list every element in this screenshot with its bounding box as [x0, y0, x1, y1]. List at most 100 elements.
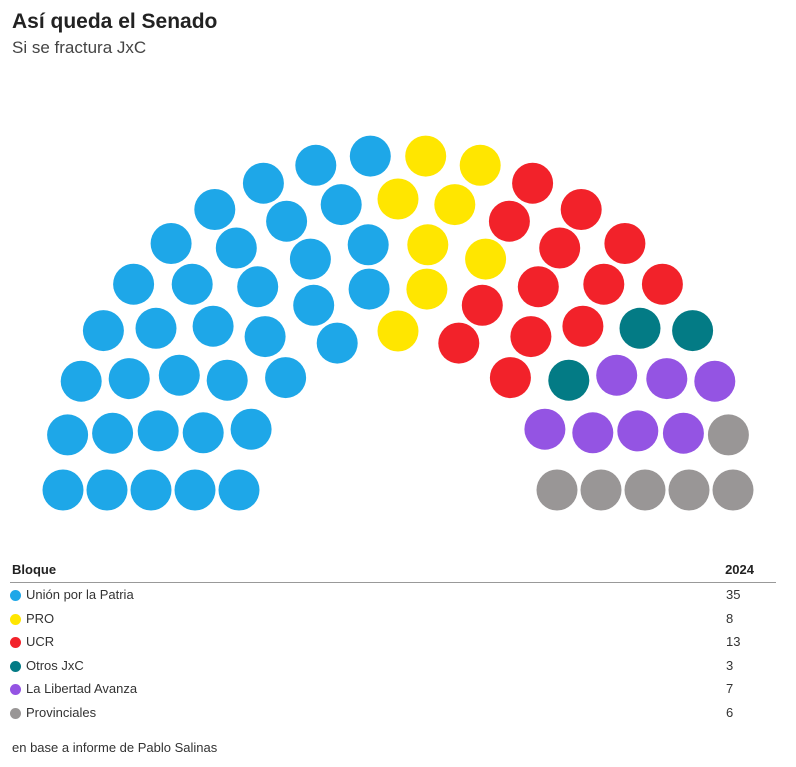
seat-ucr	[560, 189, 602, 230]
seat-pro	[405, 135, 447, 177]
seat-ucr	[438, 322, 480, 364]
legend-label: Provinciales	[26, 704, 97, 720]
legend-row: La Libertad Avanza 7	[10, 677, 776, 701]
seat-union-por-la-patria	[174, 469, 216, 511]
seat-ucr	[641, 263, 683, 305]
seat-pro	[465, 238, 507, 280]
seat-la-libertad-avanza	[694, 360, 736, 402]
seat-union-por-la-patria	[137, 410, 179, 452]
seat-provinciales	[712, 469, 754, 511]
seat-ucr	[512, 162, 554, 204]
seat-provinciales	[624, 469, 666, 511]
seat-ucr	[583, 263, 625, 305]
legend-label: La Libertad Avanza	[26, 681, 138, 696]
column-header-year: 2024	[725, 562, 754, 577]
legend-swatch	[10, 637, 21, 648]
legend-value: 3	[726, 657, 734, 673]
legend-label: Unión por la Patria	[26, 587, 134, 602]
seat-pro	[406, 268, 448, 310]
seat-provinciales	[707, 414, 749, 456]
chart-subtitle: Si se fractura JxC	[12, 38, 147, 57]
seat-ucr	[488, 200, 530, 242]
seat-provinciales	[668, 469, 710, 511]
seat-union-por-la-patria	[194, 189, 236, 230]
seat-union-por-la-patria	[130, 469, 172, 511]
legend-row: PRO 8	[10, 607, 776, 631]
seat-otros-jxc	[619, 307, 661, 349]
seat-union-por-la-patria	[230, 408, 272, 450]
chart-title: Así queda el Senado	[12, 10, 218, 33]
seat-pro	[459, 144, 501, 186]
seat-union-por-la-patria	[237, 266, 279, 308]
legend-row: Otros JxC 3	[10, 654, 776, 678]
seat-ucr	[461, 284, 503, 326]
column-header-bloque: Bloque	[12, 562, 57, 577]
seat-otros-jxc	[548, 359, 590, 401]
seat-union-por-la-patria	[218, 469, 260, 511]
seat-provinciales	[580, 469, 622, 511]
seat-union-por-la-patria	[349, 135, 391, 177]
seat-ucr	[604, 223, 646, 264]
seat-union-por-la-patria	[289, 238, 331, 280]
legend-swatch	[10, 684, 21, 695]
seat-union-por-la-patria	[320, 184, 362, 226]
seat-union-por-la-patria	[348, 268, 390, 310]
seat-ucr	[510, 316, 552, 358]
legend-swatch	[10, 613, 21, 625]
legend-value: 13	[726, 634, 741, 649]
legend-value: 7	[726, 681, 734, 696]
legend-value: 8	[726, 610, 734, 626]
seat-union-por-la-patria	[295, 144, 337, 186]
legend-label: Otros JxC	[26, 657, 84, 673]
seat-union-por-la-patria	[42, 469, 84, 511]
seat-la-libertad-avanza	[646, 358, 688, 400]
seat-union-por-la-patria	[265, 357, 307, 399]
seat-union-por-la-patria	[266, 200, 308, 242]
seat-otros-jxc	[672, 310, 714, 352]
legend-value: 35	[726, 587, 741, 602]
seat-ucr	[539, 227, 581, 269]
seat-la-libertad-avanza	[596, 354, 638, 396]
seat-union-por-la-patria	[182, 412, 224, 454]
legend-table-header: Bloque 2024	[10, 562, 776, 583]
seat-union-por-la-patria	[316, 322, 358, 364]
seat-union-por-la-patria	[293, 284, 335, 326]
seat-union-por-la-patria	[347, 224, 389, 266]
seat-union-por-la-patria	[244, 316, 286, 358]
legend-swatch	[10, 660, 21, 672]
seat-union-por-la-patria	[86, 469, 128, 511]
legend-swatch	[10, 707, 21, 719]
seat-union-por-la-patria	[113, 263, 155, 305]
seat-union-por-la-patria	[242, 162, 284, 204]
seat-union-por-la-patria	[206, 359, 248, 401]
legend-swatch	[10, 590, 21, 601]
seat-provinciales	[536, 469, 578, 511]
legend-rows: Unión por la Patria 35 PRO 8 UCR 13 Otros JxC 3…	[10, 583, 776, 724]
seat-la-libertad-avanza	[617, 410, 659, 452]
seat-pro	[377, 178, 419, 220]
seat-union-por-la-patria	[82, 310, 124, 352]
legend-row: Unión por la Patria 35	[10, 583, 776, 607]
source-note: en base a informe de Pablo Salinas	[12, 740, 218, 755]
seat-union-por-la-patria	[135, 307, 177, 349]
seat-la-libertad-avanza	[572, 412, 614, 454]
legend-label: UCR	[26, 634, 55, 649]
seat-union-por-la-patria	[215, 227, 257, 269]
seat-ucr	[489, 357, 531, 399]
legend-label: PRO	[26, 610, 55, 626]
seat-union-por-la-patria	[108, 358, 150, 400]
seat-pro	[434, 184, 476, 226]
seat-union-por-la-patria	[60, 360, 102, 402]
legend-table: Bloque 2024 Unión por la Patria 35 PRO 8 UCR…	[10, 562, 776, 724]
seat-ucr	[517, 266, 559, 308]
legend-row: UCR 13	[10, 630, 776, 654]
seat-pro	[377, 310, 419, 352]
seat-union-por-la-patria	[47, 414, 89, 456]
legend-row: Provinciales 6	[10, 701, 776, 725]
seat-ucr	[562, 305, 604, 347]
seat-union-por-la-patria	[192, 305, 234, 347]
seat-union-por-la-patria	[158, 354, 200, 396]
seat-la-libertad-avanza	[524, 408, 566, 450]
parliament-chart	[42, 135, 754, 511]
seat-union-por-la-patria	[171, 263, 213, 305]
